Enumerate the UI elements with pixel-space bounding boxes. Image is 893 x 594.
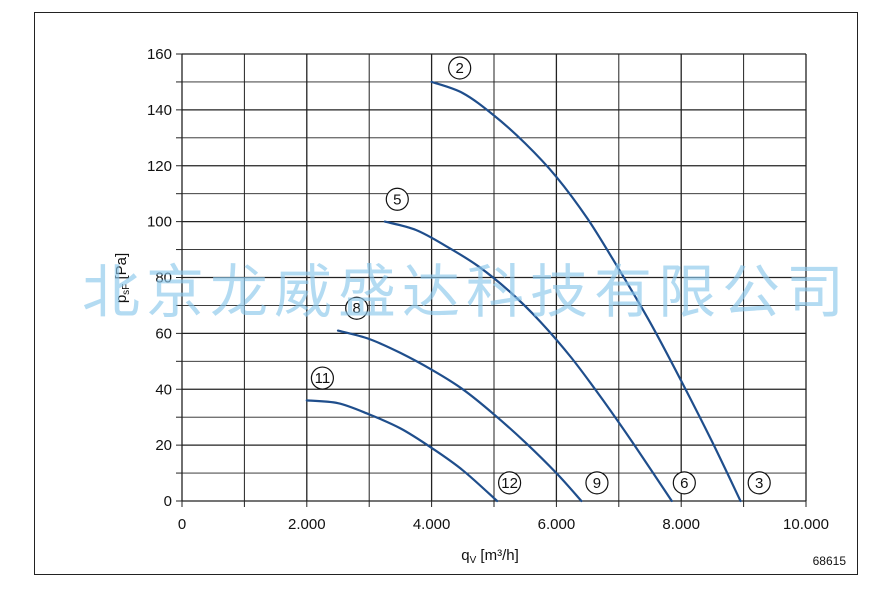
x-axis-label-main: q (461, 547, 469, 564)
annotation-circle (585, 471, 609, 495)
annotation-circle (498, 471, 522, 495)
curve-annotation: 2 (448, 56, 472, 80)
annotation-number: 9 (593, 475, 601, 492)
annotation-number: 11 (315, 370, 331, 387)
fan-curve-line-1 (430, 80, 742, 503)
curve-annotation: 9 (585, 471, 609, 495)
annotation-circle (747, 471, 771, 495)
annotation-number: 5 (393, 191, 401, 208)
annotation-circle (385, 187, 409, 211)
annotation-circle (448, 56, 472, 80)
x-axis-label: qV [m³/h] (461, 547, 519, 566)
curve-annotation: 11 (310, 366, 334, 390)
curve-annotation: 6 (672, 471, 696, 495)
series-layer (305, 80, 742, 503)
y-tick-label: 120 (147, 158, 172, 175)
x-tick-label: 2.000 (288, 516, 326, 533)
annotation-number: 12 (501, 475, 518, 492)
y-axis-label: psF [Pa] (113, 253, 132, 303)
y-tick-label: 160 (147, 46, 172, 63)
x-tick-label: 10.000 (783, 516, 829, 533)
y-tick-label: 0 (164, 493, 172, 510)
curve-annotation: 12 (498, 471, 522, 495)
curve-annotations: 2 5 8 11 12 9 6 3 (310, 56, 771, 495)
annotation-number: 3 (755, 475, 763, 492)
y-axis-label-main: p (113, 295, 130, 303)
reference-code: 68615 (813, 554, 847, 568)
y-tick-label: 60 (155, 325, 172, 342)
x-axis-label-unit: [m³/h] (476, 547, 519, 564)
y-axis-label-unit: [Pa] (113, 253, 130, 284)
curve-annotation: 5 (385, 187, 409, 211)
x-tick-label: 8.000 (662, 516, 700, 533)
annotation-circle (672, 471, 696, 495)
chart-frame (34, 12, 858, 575)
y-tick-label: 100 (147, 214, 172, 231)
x-tick-label: 6.000 (538, 516, 576, 533)
fan-curve-line-3 (336, 329, 583, 503)
x-axis-label-subscript: V (470, 555, 477, 566)
annotation-circle (345, 296, 369, 320)
y-axis-label-subscript: sF (121, 284, 132, 295)
curve-annotation: 3 (747, 471, 771, 495)
x-tick-label: 0 (178, 516, 186, 533)
annotation-number: 6 (680, 475, 688, 492)
y-tick-label: 140 (147, 102, 172, 119)
y-tick-label: 40 (155, 381, 172, 398)
annotation-number: 2 (456, 60, 464, 77)
annotation-circle (310, 366, 334, 390)
x-tick-label: 4.000 (413, 516, 451, 533)
grid (176, 53, 807, 507)
fan-curve-line-4 (305, 399, 499, 503)
tick-labels: 0 20 40 60 80 100 120 140 160 0 2.000 4.000 6.000 8.0… (147, 46, 829, 533)
fan-curve-line-2 (383, 220, 673, 503)
y-tick-label: 20 (155, 437, 172, 454)
watermark-text: 北京龙威盛达科技有限公司 (82, 258, 850, 326)
y-tick-label: 80 (155, 270, 172, 287)
annotation-number: 8 (353, 300, 361, 317)
curve-annotation: 8 (345, 296, 369, 320)
